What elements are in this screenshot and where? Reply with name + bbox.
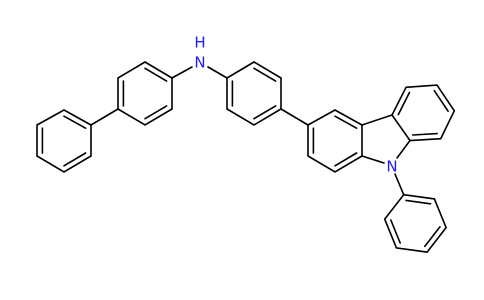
ring	[36, 109, 92, 173]
bond	[361, 114, 393, 126]
atom-label: H	[194, 34, 205, 52]
double-bond	[397, 91, 411, 116]
bond	[90, 108, 119, 126]
double-bond	[411, 132, 439, 136]
bond	[207, 66, 228, 79]
double-bond	[334, 115, 358, 129]
double-bond	[253, 105, 277, 120]
bond	[394, 173, 405, 196]
double-bond	[423, 226, 441, 248]
bond	[361, 155, 385, 164]
bond	[171, 66, 193, 79]
bond	[396, 139, 411, 159]
ring	[226, 61, 282, 126]
ring	[383, 193, 448, 253]
atom-label: N	[386, 158, 397, 176]
double-bond	[389, 219, 402, 244]
atom-label: N	[194, 54, 205, 72]
double-bond	[253, 67, 277, 82]
ring	[307, 109, 363, 173]
double-bond	[63, 152, 87, 167]
double-bond	[63, 115, 87, 129]
ring	[391, 84, 456, 142]
ring	[117, 61, 173, 126]
double-bond	[144, 105, 168, 120]
bonds	[36, 61, 456, 253]
double-bond	[405, 199, 432, 205]
double-bond	[433, 89, 449, 112]
bond	[280, 108, 309, 126]
double-bond	[144, 67, 168, 82]
double-bond	[334, 152, 358, 167]
